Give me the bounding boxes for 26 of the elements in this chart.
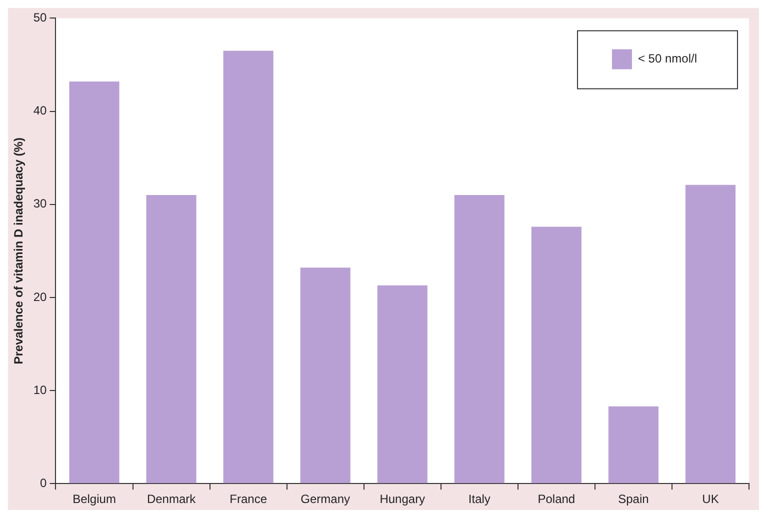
x-tick-label: Italy <box>468 492 490 506</box>
bar <box>377 285 428 484</box>
bar <box>531 226 582 484</box>
y-tick-label: 50 <box>33 10 48 25</box>
bar <box>300 268 350 484</box>
x-tick-label: Hungary <box>380 492 426 506</box>
x-tick-label: UK <box>702 492 719 506</box>
bar <box>223 50 274 484</box>
bar <box>454 195 504 484</box>
y-tick-label: 30 <box>33 196 48 211</box>
x-tick-label: Germany <box>300 492 350 506</box>
y-tick-label: 0 <box>40 476 48 490</box>
x-tick-label: Belgium <box>72 492 116 506</box>
bar <box>608 406 658 484</box>
bar <box>69 81 120 484</box>
y-tick-label: 10 <box>33 382 48 397</box>
y-tick-label: 40 <box>33 104 48 118</box>
x-tick-label: Spain <box>618 492 649 506</box>
y-axis-title: Prevalence of vitamin D inadequacy (%) <box>12 138 26 364</box>
legend-label: < 50 nmol/l <box>638 52 698 66</box>
y-tick-label: 20 <box>33 290 48 304</box>
x-tick-label: France <box>230 492 268 506</box>
x-tick-label: Denmark <box>146 492 197 506</box>
bar <box>146 195 196 484</box>
bar <box>685 184 736 484</box>
x-tick-label: Poland <box>538 492 576 506</box>
